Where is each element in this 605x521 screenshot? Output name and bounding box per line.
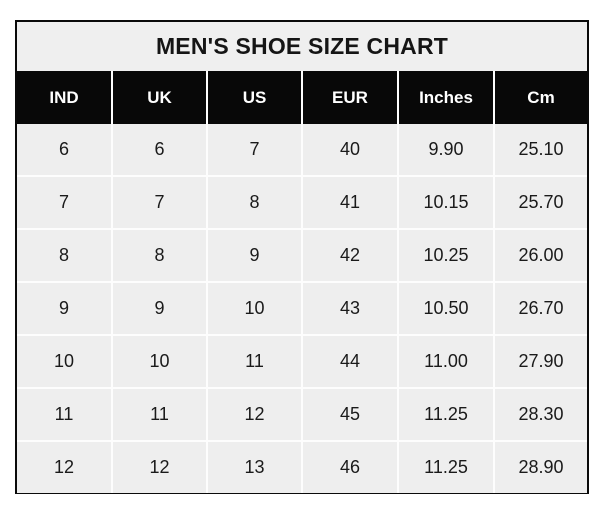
table-row: 11 11 12 45 11.25 28.30 (17, 388, 587, 442)
cell-us: 12 (207, 388, 303, 442)
table-row: 8 8 9 42 10.25 26.00 (17, 229, 587, 283)
cell-us: 11 (207, 335, 303, 389)
column-header-inches: Inches (398, 71, 495, 124)
column-header-uk: UK (112, 71, 208, 124)
cell-inches: 9.90 (398, 124, 495, 177)
cell-uk: 7 (112, 176, 208, 230)
cell-cm: 25.10 (494, 124, 587, 177)
cell-inches: 10.50 (398, 282, 495, 336)
page-title: MEN'S SHOE SIZE CHART (155, 33, 449, 59)
table-row: 12 12 13 46 11.25 28.90 (17, 441, 587, 493)
cell-ind: 6 (17, 124, 113, 177)
cell-eur: 46 (302, 441, 399, 493)
cell-ind: 8 (17, 229, 113, 283)
table-row: 6 6 7 40 9.90 25.10 (17, 124, 587, 177)
cell-ind: 10 (17, 335, 113, 389)
table-header-row: IND UK US EUR Inches Cm (17, 71, 587, 124)
cell-cm: 25.70 (494, 176, 587, 230)
cell-cm: 26.00 (494, 229, 587, 283)
cell-us: 8 (207, 176, 303, 230)
cell-us: 13 (207, 441, 303, 493)
size-chart-table: IND UK US EUR Inches Cm 6 6 7 40 9.90 25… (17, 71, 587, 493)
column-header-us: US (207, 71, 303, 124)
cell-inches: 10.25 (398, 229, 495, 283)
cell-inches: 11.25 (398, 441, 495, 493)
cell-uk: 11 (112, 388, 208, 442)
table-header: IND UK US EUR Inches Cm (17, 71, 587, 124)
cell-eur: 43 (302, 282, 399, 336)
table-row: 10 10 11 44 11.00 27.90 (17, 335, 587, 389)
table-row: 7 7 8 41 10.15 25.70 (17, 176, 587, 230)
cell-uk: 12 (112, 441, 208, 493)
table-body: 6 6 7 40 9.90 25.10 7 7 8 41 10.15 25.70… (17, 124, 587, 493)
cell-ind: 12 (17, 441, 113, 493)
cell-inches: 11.00 (398, 335, 495, 389)
cell-ind: 9 (17, 282, 113, 336)
cell-cm: 27.90 (494, 335, 587, 389)
cell-inches: 11.25 (398, 388, 495, 442)
cell-ind: 11 (17, 388, 113, 442)
chart-title-band: MEN'S SHOE SIZE CHART (17, 22, 587, 71)
cell-uk: 6 (112, 124, 208, 177)
cell-cm: 28.90 (494, 441, 587, 493)
table-row: 9 9 10 43 10.50 26.70 (17, 282, 587, 336)
shoe-size-chart: MEN'S SHOE SIZE CHART IND UK US EUR Inch… (15, 20, 589, 494)
cell-eur: 45 (302, 388, 399, 442)
cell-us: 10 (207, 282, 303, 336)
cell-cm: 26.70 (494, 282, 587, 336)
cell-uk: 10 (112, 335, 208, 389)
cell-cm: 28.30 (494, 388, 587, 442)
cell-inches: 10.15 (398, 176, 495, 230)
cell-us: 7 (207, 124, 303, 177)
cell-uk: 9 (112, 282, 208, 336)
cell-eur: 42 (302, 229, 399, 283)
column-header-cm: Cm (494, 71, 587, 124)
column-header-eur: EUR (302, 71, 399, 124)
column-header-ind: IND (17, 71, 113, 124)
cell-eur: 41 (302, 176, 399, 230)
cell-us: 9 (207, 229, 303, 283)
cell-ind: 7 (17, 176, 113, 230)
cell-uk: 8 (112, 229, 208, 283)
cell-eur: 44 (302, 335, 399, 389)
cell-eur: 40 (302, 124, 399, 177)
